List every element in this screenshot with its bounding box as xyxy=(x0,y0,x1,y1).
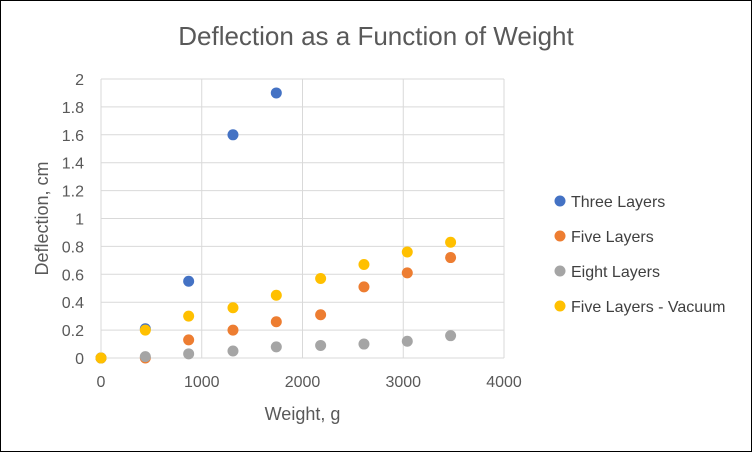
data-point xyxy=(95,352,107,364)
data-point xyxy=(401,246,413,258)
y-tick-label: 0.8 xyxy=(62,239,84,256)
data-point xyxy=(315,309,327,321)
legend-label: Three Layers xyxy=(571,194,665,211)
legend-label: Eight Layers xyxy=(571,264,660,281)
data-point xyxy=(315,272,327,284)
data-point xyxy=(358,259,370,271)
legend-label: Five Layers - Vacuum xyxy=(571,299,725,316)
data-point xyxy=(315,339,327,351)
y-tick-label: 2 xyxy=(75,72,84,89)
y-tick-label: 1.6 xyxy=(62,128,84,145)
data-point xyxy=(183,275,195,287)
data-point xyxy=(270,87,282,99)
y-tick-label: 0 xyxy=(75,351,84,368)
data-point xyxy=(358,338,370,350)
legend-marker xyxy=(554,195,566,207)
y-tick-label: 0.6 xyxy=(62,267,84,284)
data-point xyxy=(270,316,282,328)
data-point xyxy=(445,330,457,342)
data-point xyxy=(227,324,239,336)
x-tick-label: 1000 xyxy=(184,374,220,391)
chart-title: Deflection as a Function of Weight xyxy=(178,21,574,51)
data-point xyxy=(227,302,239,314)
legend-label: Five Layers xyxy=(571,229,654,246)
x-tick-label: 0 xyxy=(97,374,106,391)
data-point xyxy=(358,281,370,293)
x-tick-label: 3000 xyxy=(385,374,421,391)
legend-marker xyxy=(554,230,566,242)
x-tick-label: 2000 xyxy=(285,374,321,391)
data-point xyxy=(270,341,282,353)
y-tick-label: 1.8 xyxy=(62,100,84,117)
data-point xyxy=(445,252,457,264)
data-point xyxy=(139,351,151,363)
x-axis-title: Weight, g xyxy=(265,404,341,424)
data-point xyxy=(270,289,282,301)
data-point xyxy=(445,236,457,248)
y-tick-label: 0.2 xyxy=(62,323,84,340)
legend-marker xyxy=(554,265,566,277)
y-tick-label: 0.4 xyxy=(62,295,84,312)
legend-marker xyxy=(554,300,566,312)
data-point xyxy=(183,334,195,346)
data-point xyxy=(401,267,413,279)
y-tick-label: 1.2 xyxy=(62,184,84,201)
data-point xyxy=(401,335,413,347)
y-tick-label: 1 xyxy=(75,212,84,229)
x-tick-label: 4000 xyxy=(486,374,522,391)
y-axis-title: Deflection, cm xyxy=(32,161,52,275)
data-point xyxy=(227,345,239,357)
y-tick-label: 1.4 xyxy=(62,156,84,173)
data-point xyxy=(139,324,151,336)
data-point xyxy=(183,348,195,360)
data-point xyxy=(227,129,239,141)
data-point xyxy=(183,310,195,322)
